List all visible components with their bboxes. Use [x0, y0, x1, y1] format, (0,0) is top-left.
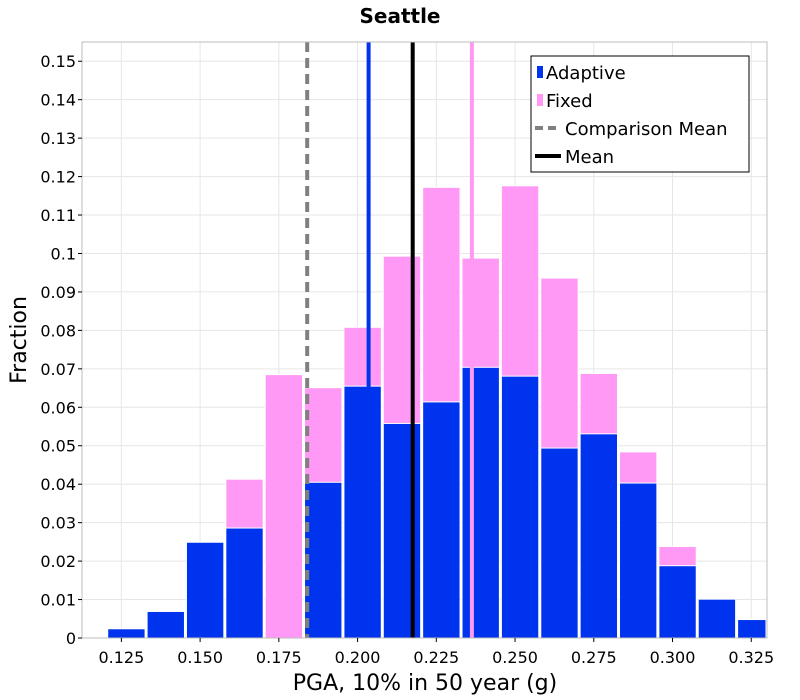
adaptive-bar — [343, 385, 382, 639]
x-tick-label: 0.250 — [492, 648, 538, 667]
x-axis-label: PGA, 10% in 50 year (g) — [293, 671, 557, 696]
legend-label-mean: Mean — [565, 147, 614, 168]
adaptive-bar — [737, 619, 767, 639]
adaptive-bar — [658, 565, 697, 639]
x-tick-label: 0.325 — [728, 648, 774, 667]
x-tick-label: 0.275 — [571, 648, 617, 667]
y-axis-label: Fraction — [7, 296, 32, 384]
plot-area-border — [81, 41, 768, 639]
legend: Adaptive Fixed Comparison Mean Mean — [530, 55, 750, 173]
legend-label-adaptive: Adaptive — [546, 63, 626, 84]
legend-label-fixed: Fixed — [546, 91, 593, 112]
x-axis-ticks: 0.125 0.150 0.175 0.200 0.225 0.250 0.275 0.300… — [98, 638, 774, 667]
legend-label-comparison-mean: Comparison Mean — [565, 119, 728, 140]
x-tick-label: 0.300 — [650, 648, 696, 667]
adaptive-bar — [461, 366, 500, 639]
y-tick-label: 0.13 — [40, 129, 76, 148]
adaptive-bar — [579, 433, 619, 639]
y-tick-label: 0.11 — [40, 206, 76, 225]
legend-box — [530, 55, 750, 173]
adaptive-bar — [107, 628, 146, 639]
y-tick-label: 0.09 — [40, 283, 76, 302]
legend-swatch-adaptive — [537, 66, 543, 78]
adaptive-bar — [225, 527, 264, 639]
y-tick-label: 0 — [66, 629, 76, 648]
x-tick-label: 0.175 — [256, 648, 302, 667]
y-tick-label: 0.04 — [40, 475, 76, 494]
legend-swatch-fixed — [537, 94, 543, 106]
fixed-bar — [264, 374, 304, 639]
x-tick-label: 0.125 — [98, 648, 144, 667]
adaptive-bar — [500, 375, 540, 639]
adaptive-bar — [146, 610, 185, 639]
x-tick-label: 0.200 — [335, 648, 381, 667]
y-tick-label: 0.15 — [40, 52, 76, 71]
chart-title: Seattle — [359, 4, 440, 28]
y-tick-label: 0.14 — [40, 91, 76, 110]
adaptive-bar — [540, 447, 579, 639]
x-tick-label: 0.150 — [177, 648, 223, 667]
adaptive-bar — [382, 422, 422, 639]
y-tick-label: 0.12 — [40, 168, 76, 187]
y-axis-ticks: 0 0.01 0.02 0.03 0.04 0.05 0.06 0.07 0.08 0.09 0.1… — [40, 52, 82, 648]
y-tick-label: 0.03 — [40, 514, 76, 533]
adaptive-bar — [422, 401, 461, 639]
y-tick-label: 0.08 — [40, 321, 76, 340]
y-tick-label: 0.07 — [40, 360, 76, 379]
y-tick-label: 0.02 — [40, 552, 76, 571]
adaptive-bar — [697, 598, 737, 639]
y-tick-label: 0.06 — [40, 398, 76, 417]
y-tick-label: 0.1 — [51, 244, 76, 263]
y-tick-label: 0.01 — [40, 591, 76, 610]
vertical-lines — [305, 42, 474, 638]
bars-adaptive — [107, 366, 767, 639]
adaptive-bar — [185, 541, 225, 639]
adaptive-bar — [304, 481, 343, 639]
y-tick-label: 0.05 — [40, 437, 76, 456]
x-tick-label: 0.225 — [413, 648, 459, 667]
adaptive-bar — [619, 482, 658, 639]
